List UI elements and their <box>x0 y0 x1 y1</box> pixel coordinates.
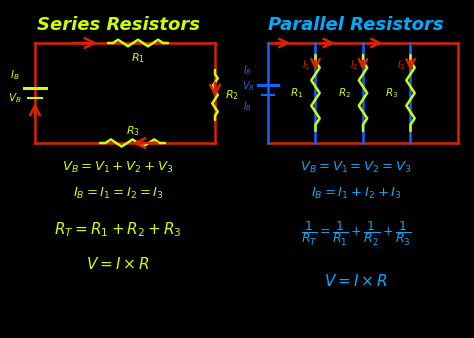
Text: $V_B$: $V_B$ <box>242 79 255 93</box>
Text: $I_B$: $I_B$ <box>10 68 20 82</box>
Text: $V = I \times R$: $V = I \times R$ <box>324 273 388 289</box>
Text: $I_B$: $I_B$ <box>244 63 253 77</box>
Text: $V = I \times R$: $V = I \times R$ <box>86 256 150 272</box>
Text: $R_2$: $R_2$ <box>225 88 239 102</box>
Text: $R_3$: $R_3$ <box>385 86 399 100</box>
Text: $\dfrac{1}{R_T} = \dfrac{1}{R_1} + \dfrac{1}{R_2} + \dfrac{1}{R_3}$: $\dfrac{1}{R_T} = \dfrac{1}{R_1} + \dfra… <box>301 220 411 248</box>
Text: Series Resistors: Series Resistors <box>37 16 201 34</box>
Text: $V_B = V_1 = V_2 = V_3$: $V_B = V_1 = V_2 = V_3$ <box>301 160 412 175</box>
Text: $R_1$: $R_1$ <box>290 86 303 100</box>
Text: $I_B = I_1 = I_2 = I_3$: $I_B = I_1 = I_2 = I_3$ <box>73 186 164 201</box>
Text: $I_1$: $I_1$ <box>302 58 310 72</box>
Text: $R_1$: $R_1$ <box>131 51 145 65</box>
Text: $V_B$: $V_B$ <box>8 91 22 105</box>
Text: $R_3$: $R_3$ <box>126 124 139 138</box>
Text: $R_T = R_1 + R_2 + R_3$: $R_T = R_1 + R_2 + R_3$ <box>54 220 182 239</box>
Text: $I_2$: $I_2$ <box>350 58 358 72</box>
Text: Parallel Resistors: Parallel Resistors <box>268 16 444 34</box>
Text: $I_B$: $I_B$ <box>244 99 253 113</box>
Text: $I_3$: $I_3$ <box>397 58 405 72</box>
Text: $R_2$: $R_2$ <box>338 86 351 100</box>
Text: $V_B = V_1 + V_2 + V_3$: $V_B = V_1 + V_2 + V_3$ <box>62 160 173 175</box>
Text: $I_B = I_1 + I_2 + I_3$: $I_B = I_1 + I_2 + I_3$ <box>310 186 401 201</box>
